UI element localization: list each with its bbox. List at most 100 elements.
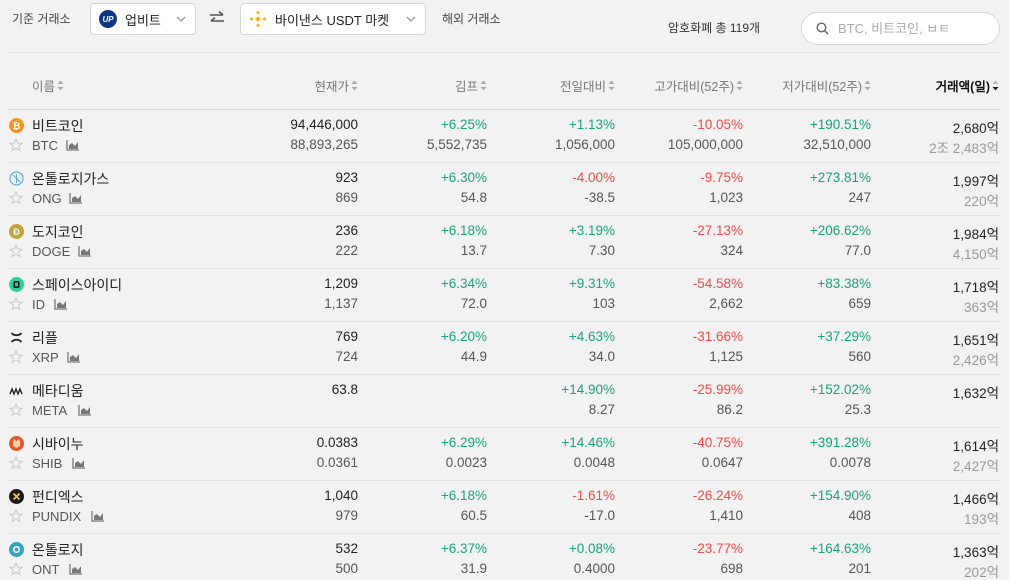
foreign-exchange-select[interactable]: 바이낸스 USDT 마켓 xyxy=(240,3,426,35)
sort-icon xyxy=(351,80,358,91)
coin-table-body: ₿ 비트코인 BTC 94,446,000 88,893,265 +6.25% … xyxy=(8,110,1001,580)
coin-name[interactable]: 온톨로지 xyxy=(32,540,84,560)
chart-icon[interactable] xyxy=(78,245,92,257)
coin-ticker: SHIB xyxy=(32,456,62,471)
coin-name[interactable]: 도지코인 xyxy=(32,222,84,242)
kimchi-premium-percent: +6.20% xyxy=(441,329,487,344)
coin-ticker: PUNDIX xyxy=(32,509,81,524)
star-icon[interactable] xyxy=(9,297,23,311)
kimchi-premium-percent: +6.37% xyxy=(441,541,487,556)
foreign-price: 500 xyxy=(335,561,358,576)
chart-icon[interactable] xyxy=(54,298,68,310)
52w-high-percent: -9.75% xyxy=(700,170,743,185)
top-bar: 기준 거래소 UP 업비트 바이낸스 USDT 마켓 해외 거래소 암호화폐 총… xyxy=(0,0,1009,52)
volume-domestic: 1,466억 xyxy=(953,488,999,508)
star-icon[interactable] xyxy=(9,244,23,258)
star-icon[interactable] xyxy=(9,138,23,152)
star-icon[interactable] xyxy=(9,562,23,576)
column-header-day-change[interactable]: 전일대비 xyxy=(560,76,615,95)
table-row[interactable]: 시바이누 SHIB 0.0383 0.0361 +6.29% 0.0023 +1… xyxy=(8,428,1001,481)
day-change-percent: +4.63% xyxy=(569,329,615,344)
shiba-inu-icon xyxy=(9,436,24,451)
sort-icon xyxy=(480,80,487,91)
coin-name[interactable]: 시바이누 xyxy=(32,434,84,454)
52w-low-value: 408 xyxy=(848,508,871,523)
52w-low-percent: +273.81% xyxy=(810,170,871,185)
column-header-kimp[interactable]: 김프 xyxy=(455,76,487,95)
star-icon[interactable] xyxy=(9,509,23,523)
column-header-volume[interactable]: 거래액(일) xyxy=(936,76,999,95)
day-change-amount: 103 xyxy=(592,296,615,311)
kimchi-premium-diff: 60.5 xyxy=(461,508,487,523)
day-change-percent: +9.31% xyxy=(569,276,615,291)
metadium-icon xyxy=(9,383,24,398)
coin-name[interactable]: 메타디움 xyxy=(32,381,84,401)
table-row[interactable]: ₿ 비트코인 BTC 94,446,000 88,893,265 +6.25% … xyxy=(8,110,1001,163)
column-header-price[interactable]: 현재가 xyxy=(314,76,358,95)
star-icon[interactable] xyxy=(9,191,23,205)
coin-name[interactable]: 펀디엑스 xyxy=(32,487,84,507)
day-change-percent: +14.90% xyxy=(561,382,615,397)
table-row[interactable]: 메타디움 META 63.8 +14.90% 8.27 -25.99% 86.2… xyxy=(8,375,1001,428)
search-input[interactable] xyxy=(838,21,988,36)
star-icon[interactable] xyxy=(9,456,23,470)
current-price: 1,040 xyxy=(324,488,358,503)
chevron-down-icon xyxy=(175,13,187,25)
chart-icon[interactable] xyxy=(78,404,92,416)
base-exchange-select[interactable]: UP 업비트 xyxy=(90,3,196,35)
star-icon[interactable] xyxy=(9,403,23,417)
svg-text:UP: UP xyxy=(102,15,114,24)
chart-icon[interactable] xyxy=(67,351,81,363)
column-header-52w-high[interactable]: 고가대비(52주) xyxy=(654,76,743,95)
volume-foreign: 193억 xyxy=(964,508,999,528)
volume-domestic: 1,718억 xyxy=(953,276,999,296)
coin-name[interactable]: 비트코인 xyxy=(32,116,84,136)
column-header-52w-low[interactable]: 저가대비(52주) xyxy=(782,76,871,95)
coin-name[interactable]: 리플 xyxy=(32,328,58,348)
table-row[interactable]: 스페이스아이디 ID 1,209 1,137 +6.34% 72.0 +9.31… xyxy=(8,269,1001,322)
day-change-percent: -1.61% xyxy=(572,488,615,503)
kimchi-premium-percent: +6.30% xyxy=(441,170,487,185)
kimchi-premium-percent: +6.25% xyxy=(441,117,487,132)
day-change-percent: +0.08% xyxy=(569,541,615,556)
current-price: 1,209 xyxy=(324,276,358,291)
bitcoin-icon: ₿ xyxy=(9,118,24,133)
foreign-price: 1,137 xyxy=(324,296,358,311)
52w-low-percent: +154.90% xyxy=(810,488,871,503)
52w-high-value: 1,023 xyxy=(709,190,743,205)
table-row[interactable]: 리플 XRP 769 724 +6.20% 44.9 +4.63% 34.0 -… xyxy=(8,322,1001,375)
binance-logo-icon xyxy=(249,10,267,28)
table-row[interactable]: 펀디엑스 PUNDIX 1,040 979 +6.18% 60.5 -1.61%… xyxy=(8,481,1001,534)
volume-domestic: 1,614억 xyxy=(953,435,999,455)
sort-icon xyxy=(608,80,615,91)
52w-low-percent: +206.62% xyxy=(810,223,871,238)
volume-foreign: 2,426억 xyxy=(953,349,999,369)
kimchi-premium-percent: +6.18% xyxy=(441,488,487,503)
chart-icon[interactable] xyxy=(69,192,83,204)
table-row[interactable]: 온톨로지 ONT 532 500 +6.37% 31.9 +0.08% 0.40… xyxy=(8,534,1001,580)
star-icon[interactable] xyxy=(9,350,23,364)
52w-high-value: 324 xyxy=(720,243,743,258)
chart-icon[interactable] xyxy=(91,510,105,522)
coin-name[interactable]: 온톨로지가스 xyxy=(32,169,109,189)
chart-icon[interactable] xyxy=(69,563,83,575)
day-change-amount: 1,056,000 xyxy=(555,137,615,152)
52w-low-percent: +164.63% xyxy=(810,541,871,556)
chevron-down-icon xyxy=(405,13,417,25)
current-price: 0.0383 xyxy=(317,435,358,450)
coin-name[interactable]: 스페이스아이디 xyxy=(32,275,122,295)
day-change-percent: -4.00% xyxy=(572,170,615,185)
swap-exchange-icon[interactable] xyxy=(208,10,226,26)
table-row[interactable]: Ð 도지코인 DOGE 236 222 +6.18% 13.7 +3.19% 7… xyxy=(8,216,1001,269)
52w-high-value: 1,410 xyxy=(709,508,743,523)
foreign-price: 979 xyxy=(335,508,358,523)
column-header-name[interactable]: 이름 xyxy=(32,76,64,95)
kimchi-premium-diff: 0.0023 xyxy=(446,455,487,470)
column-header-label: 현재가 xyxy=(314,76,349,95)
chart-icon[interactable] xyxy=(66,139,80,151)
52w-high-percent: -10.05% xyxy=(693,117,743,132)
chart-icon[interactable] xyxy=(72,457,86,469)
52w-high-percent: -31.66% xyxy=(693,329,743,344)
search-box[interactable] xyxy=(801,12,1000,45)
table-row[interactable]: 온톨로지가스 ONG 923 869 +6.30% 54.8 -4.00% -3… xyxy=(8,163,1001,216)
